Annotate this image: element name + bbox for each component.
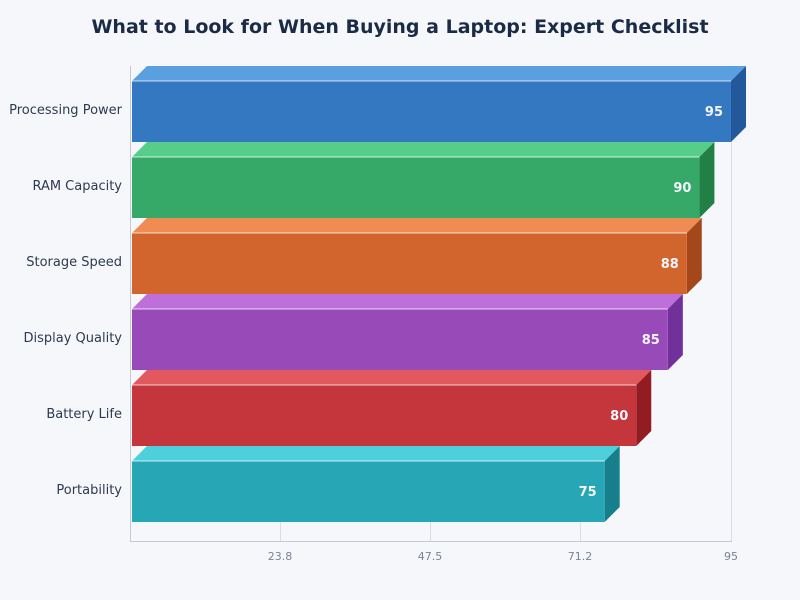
x-tick-label: 23.8 [267,550,293,563]
y-axis-line [130,66,131,542]
value-label: 85 [641,333,660,348]
y-tick-label: Battery Life [46,407,122,422]
y-tick-label: Processing Power [9,103,122,118]
x-tick-label: 95 [724,550,738,563]
x-axis-line [130,541,732,542]
value-label: 88 [660,257,679,272]
gridline [731,66,732,542]
chart-title: What to Look for When Buying a Laptop: E… [91,16,709,38]
x-tick-label: 47.5 [417,550,443,563]
bar [132,142,715,218]
bar [132,446,620,522]
bar [132,218,702,294]
y-tick-label: Display Quality [23,331,122,346]
y-tick-label: RAM Capacity [32,179,122,194]
bar [132,66,746,142]
value-label: 95 [704,105,723,120]
y-tick-label: Portability [56,483,122,498]
value-label: 80 [610,409,629,424]
y-tick-label: Storage Speed [26,255,122,270]
bar [132,370,652,446]
value-label: 75 [578,485,597,500]
value-label: 90 [673,181,692,196]
x-tick-label: 71.2 [567,550,593,563]
bar [132,294,683,370]
